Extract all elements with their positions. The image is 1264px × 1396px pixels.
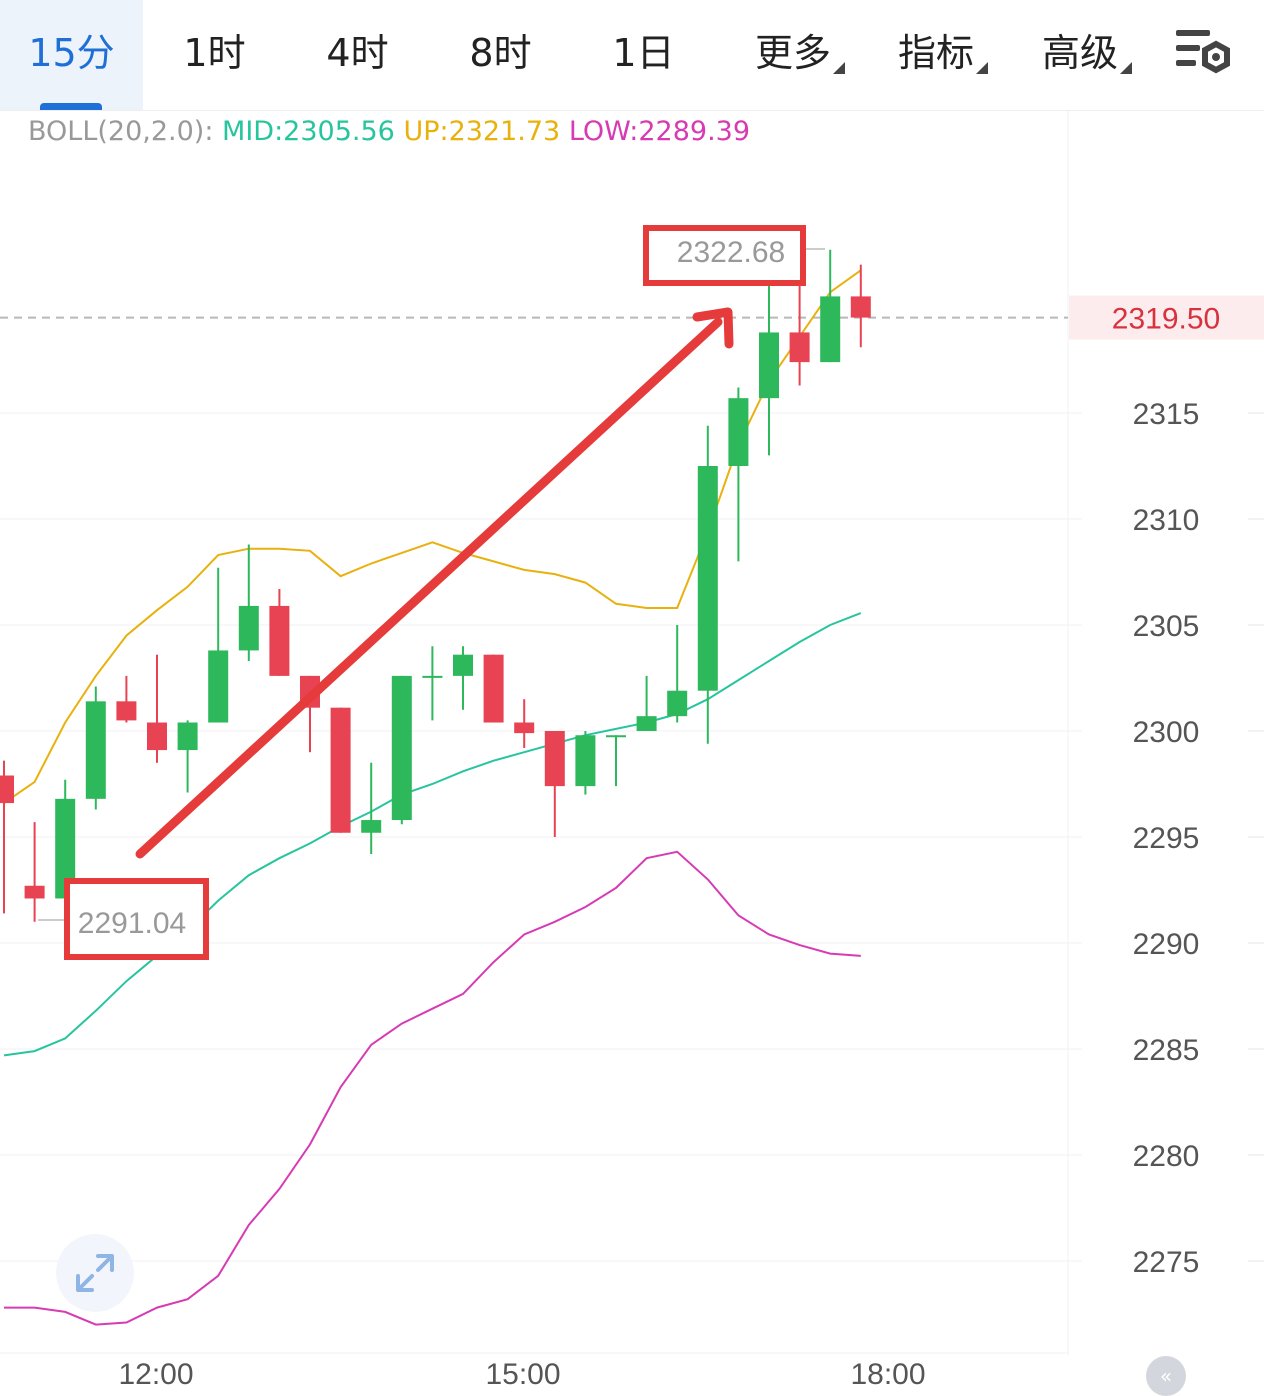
y-tick-label: 2280 — [1133, 1140, 1200, 1173]
expand-arrows-icon — [76, 1254, 114, 1292]
tab-label: 1日 — [612, 31, 675, 75]
candle-body-up — [85, 701, 106, 799]
tab-1h[interactable]: 1时 — [143, 0, 286, 110]
candle-body-up — [55, 798, 76, 899]
x-tick-label: 12:00 — [118, 1358, 193, 1389]
candle-body-up — [606, 735, 626, 738]
candle-body-up — [208, 650, 229, 723]
tab-label: 15分 — [28, 31, 115, 75]
kline-scroll-start-button[interactable]: « — [1146, 1356, 1186, 1396]
candle-body-down — [269, 605, 290, 676]
high-annotation-box — [643, 225, 806, 286]
candle-body-down — [147, 722, 167, 751]
y-tick-label: 2295 — [1133, 822, 1200, 855]
tab-more[interactable]: 更多 — [743, 0, 845, 110]
candle-body-down — [850, 296, 871, 318]
trend-arrow-head-icon — [692, 307, 734, 349]
candle-body-up — [238, 605, 259, 651]
tab-15min[interactable]: 15分 — [0, 0, 143, 110]
x-tick-label: 18:00 — [850, 1358, 925, 1389]
candle-body-up — [422, 675, 443, 678]
candle-body-up — [820, 296, 841, 363]
timeframe-tabs: 15分 1时 4时 8时 1日 更多 指标 高级 — [0, 0, 1264, 111]
boll-lower-line — [4, 850, 861, 1326]
tab-advanced[interactable]: 高级 — [1030, 0, 1132, 110]
candle-body-down — [544, 731, 565, 787]
tab-label: 1时 — [183, 31, 246, 75]
candle-body-up — [391, 675, 412, 821]
candle-body-up — [728, 398, 749, 466]
candle-body-up — [361, 820, 382, 833]
trend-arrow-icon — [135, 317, 723, 859]
high-price-label: 2322.68 — [677, 236, 785, 269]
candle-body-up — [453, 654, 473, 676]
active-tab-indicator — [40, 103, 102, 110]
low-annotation-box — [64, 878, 209, 960]
x-tick-label: 15:00 — [485, 1358, 560, 1389]
current-price-tag — [1069, 295, 1264, 340]
candle-body-up — [636, 716, 657, 731]
low-price-label: 2291.04 — [78, 907, 186, 940]
candle-body-down — [0, 775, 14, 804]
double-chevron-left-icon: « — [1159, 1364, 1173, 1388]
candle-body-down — [789, 332, 810, 363]
dropdown-triangle-icon — [976, 62, 988, 74]
boll-legend-name: BOLL(20,2.0): — [28, 116, 214, 147]
y-tick-label: 2285 — [1133, 1034, 1200, 1067]
y-tick-label: 2300 — [1133, 716, 1200, 749]
tab-1d[interactable]: 1日 — [572, 0, 715, 110]
candle-body-up — [759, 332, 779, 399]
candle-body-down — [24, 885, 45, 899]
tab-8h[interactable]: 8时 — [429, 0, 572, 110]
candle-body-up — [697, 466, 718, 691]
boll-legend-low: LOW:2289.39 — [568, 116, 751, 147]
boll-legend-up: UP:2321.73 — [403, 116, 561, 147]
candle-body-up — [667, 690, 688, 717]
candle-body-down — [116, 701, 137, 721]
boll-legend-mid: MID:2305.56 — [222, 116, 395, 147]
tab-label: 8时 — [469, 31, 532, 75]
tab-label: 指标 — [897, 31, 974, 75]
chart-settings-icon[interactable] — [1172, 24, 1236, 84]
expand-chart-button[interactable] — [56, 1234, 134, 1312]
tab-label: 更多 — [754, 31, 831, 75]
boll-mid-line — [3, 612, 862, 1057]
tab-label: 高级 — [1041, 31, 1118, 75]
y-tick-label: 2305 — [1133, 610, 1200, 643]
y-tick-label: 2290 — [1133, 928, 1200, 961]
tab-label: 4时 — [326, 31, 389, 75]
candle-body-down — [514, 722, 535, 734]
tab-4h[interactable]: 4时 — [286, 0, 429, 110]
y-tick-label: 2315 — [1133, 398, 1200, 431]
dropdown-triangle-icon — [833, 62, 845, 74]
y-tick-label: 2275 — [1133, 1246, 1200, 1279]
candle-body-up — [177, 722, 198, 751]
candle-body-up — [575, 735, 596, 787]
boll-legend: BOLL(20,2.0): MID:2305.56 UP:2321.73 LOW… — [28, 112, 750, 152]
dropdown-triangle-icon — [1120, 62, 1132, 74]
current-price-label: 2319.50 — [1112, 303, 1220, 336]
candle-body-down — [330, 707, 351, 833]
boll-upper-line — [3, 269, 862, 804]
tab-indicators[interactable]: 指标 — [886, 0, 988, 110]
candle-body-down — [483, 654, 504, 723]
y-tick-label: 2310 — [1133, 504, 1200, 537]
